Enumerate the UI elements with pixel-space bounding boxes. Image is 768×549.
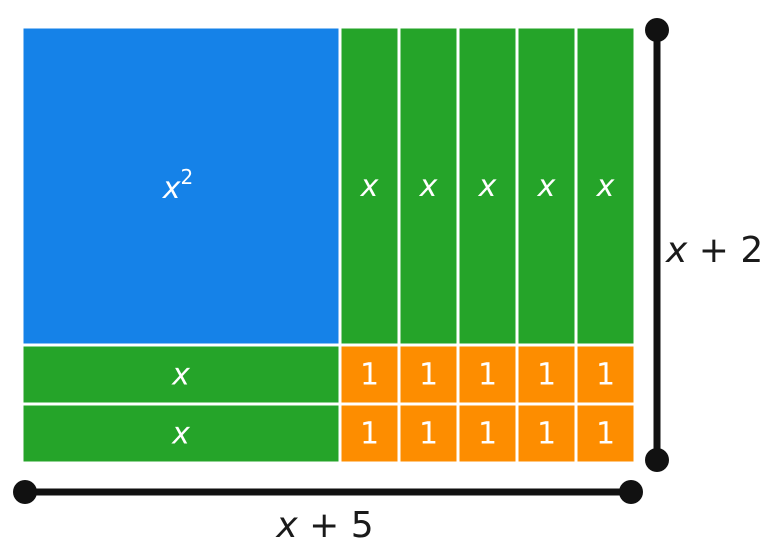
x-tile-label: x [171,417,190,452]
vertical-x-tile [456,25,519,347]
vertical-x-tile [574,25,637,347]
unit-tile-label: 1 [419,417,438,452]
height-dimension-label: x + 2 [665,230,763,271]
x-tile-label: x [360,169,379,204]
unit-tile [515,402,578,465]
unit-tile-label: 1 [360,417,379,452]
height-constant: + 2 [687,230,763,271]
unit-tile [574,402,637,465]
width-dimension-right-endpoint [619,480,643,504]
x-squared-label: x2 [162,165,194,206]
width-constant: + 5 [298,505,374,546]
height-dimension-top-endpoint [645,18,669,42]
x-tile-label: x [596,169,615,204]
unit-tile-label: 1 [478,417,497,452]
unit-tiles: 1 1 1 1 1 1 1 1 1 1 [338,343,637,465]
x-tile-label: x [419,169,438,204]
unit-tile-label: 1 [360,358,379,393]
x-squared-tile [20,25,342,347]
width-variable: x [275,505,298,546]
width-dimension-label: x + 5 [275,505,373,546]
width-dimension: x + 5 [13,480,643,546]
horizontal-x-tiles: xx [20,343,342,465]
height-variable: x [665,230,688,271]
unit-tile-label: 1 [596,358,615,393]
unit-tile-label: 1 [596,417,615,452]
height-dimension-bottom-endpoint [645,448,669,472]
x-tile-label: x [478,169,497,204]
unit-tile [397,402,460,465]
unit-tile-label: 1 [478,358,497,393]
horizontal-x-tile [20,402,342,465]
unit-tile-label: 1 [419,358,438,393]
unit-tile-label: 1 [537,417,556,452]
unit-tile-label: 1 [537,358,556,393]
x-squared-base: x [162,171,181,206]
x-tile-label: x [171,358,190,393]
unit-tile [456,343,519,406]
x-squared-exponent: 2 [181,165,194,189]
unit-tile [515,343,578,406]
height-dimension: x + 2 [645,18,763,472]
vertical-x-tile [397,25,460,347]
width-dimension-left-endpoint [13,480,37,504]
unit-tile [338,343,401,406]
unit-tile [456,402,519,465]
x-tile-label: x [537,169,556,204]
